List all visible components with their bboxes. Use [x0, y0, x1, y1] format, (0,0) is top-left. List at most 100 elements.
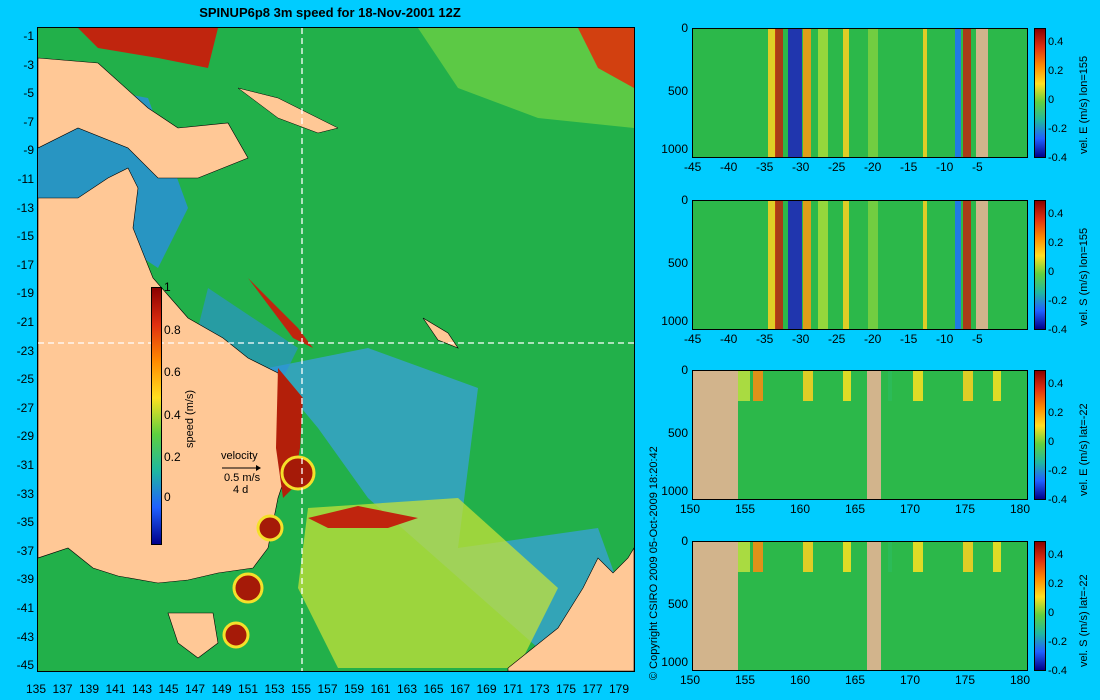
- section-colorbar-tick: 0: [1048, 266, 1055, 278]
- section-x-tick: 150: [680, 502, 701, 516]
- section-band: [738, 371, 750, 401]
- colorbar-tick-0: 0: [164, 490, 171, 504]
- map-x-tick: 173: [529, 682, 550, 696]
- section-colorbar-tick: 0: [1048, 607, 1055, 619]
- section-band: [993, 542, 1001, 572]
- eddy-2: [256, 514, 284, 542]
- map-x-tick: 153: [264, 682, 285, 696]
- section-y-tick: 500: [667, 84, 688, 98]
- section-colorbar-tick: 0: [1048, 436, 1055, 448]
- map-y-tick: -35: [16, 515, 34, 530]
- section-band: [843, 29, 849, 157]
- section-y-tick: 1000: [661, 484, 688, 498]
- map-x-tick: 151: [238, 682, 259, 696]
- section-x-tick: 165: [845, 673, 866, 687]
- map-y-tick: -37: [16, 543, 34, 558]
- section-x-tick: -5: [972, 160, 983, 174]
- section-x-tick: -25: [828, 332, 846, 346]
- section-colorbar-tick: -0.2: [1048, 123, 1067, 135]
- section-colorbar-tick: 0.4: [1048, 549, 1064, 561]
- section-x-tick: 150: [680, 673, 701, 687]
- section-y-tick: 1000: [661, 314, 688, 328]
- tasman-blue-region: [268, 348, 634, 648]
- section-panel-1: [692, 28, 1028, 158]
- map-x-tick: 159: [344, 682, 365, 696]
- section-band: [963, 542, 973, 572]
- map-y-tick: -31: [16, 458, 34, 472]
- section-band: [993, 371, 1001, 401]
- map-y-tick: -3: [23, 57, 34, 72]
- section-x-tick: -35: [756, 332, 774, 346]
- section-band: [888, 371, 892, 401]
- section-colorbar-label: vel. E (m/s) lon=155: [1078, 55, 1090, 154]
- section-band: [955, 29, 961, 157]
- colorbar-tick-0.2: 0.2: [164, 450, 181, 464]
- section-band: [923, 29, 927, 157]
- section-band: [955, 201, 961, 329]
- section-band: [775, 29, 783, 157]
- map-y-tick: -45: [16, 658, 34, 673]
- map-y-tick: -15: [16, 229, 34, 244]
- section-x-tick: 160: [790, 673, 811, 687]
- section-x-tick: -15: [900, 160, 918, 174]
- section-x-tick: -5: [972, 332, 983, 346]
- ne-red-current: [578, 28, 634, 88]
- colorbar-tick-1: 1: [164, 280, 171, 294]
- section-colorbar: [1034, 200, 1046, 330]
- section-x-tick: 155: [735, 673, 756, 687]
- map-x-tick: 157: [317, 682, 338, 696]
- map-y-tick: -21: [16, 315, 34, 329]
- map-x-tick: 135: [26, 682, 47, 696]
- section-y-tick: 0: [681, 21, 688, 35]
- section-colorbar-tick: -0.2: [1048, 465, 1067, 477]
- section-x-tick: 175: [955, 673, 976, 687]
- section-x-tick: 175: [955, 502, 976, 516]
- section-band: [868, 201, 878, 329]
- section-x-tick: -20: [864, 160, 882, 174]
- section-x-tick: 170: [900, 673, 921, 687]
- eddy-1: [280, 455, 316, 491]
- map-y-tick: -9: [23, 143, 34, 158]
- section-colorbar-tick: 0: [1048, 94, 1055, 106]
- section-colorbar-tick: -0.4: [1048, 324, 1067, 336]
- speed-map: 1 0.8 0.6 0.4 0.2 0 speed (m/s) velocity…: [37, 27, 635, 672]
- section-y-tick: 0: [681, 363, 688, 377]
- map-y-tick: -23: [16, 343, 34, 358]
- map-y-tick: -29: [16, 429, 34, 444]
- section-colorbar-tick: 0.2: [1048, 407, 1064, 419]
- speed-map-svg: [38, 28, 634, 671]
- velocity-legend-title: velocity: [221, 450, 258, 462]
- colorbar-tick-0.4: 0.4: [164, 408, 181, 422]
- section-colorbar-tick: -0.4: [1048, 494, 1067, 506]
- section-x-tick: -40: [720, 160, 738, 174]
- map-x-tick: 147: [185, 682, 206, 696]
- section-x-tick: -10: [936, 332, 954, 346]
- section-colorbar-tick: 0.4: [1048, 208, 1064, 220]
- section-x-tick: 165: [845, 502, 866, 516]
- section-band: [913, 542, 923, 572]
- section-colorbar: [1034, 370, 1046, 500]
- section-band: [768, 29, 776, 157]
- map-x-tick: 165: [423, 682, 444, 696]
- section-colorbar-tick: -0.2: [1048, 636, 1067, 648]
- section-y-tick: 0: [681, 534, 688, 548]
- map-x-tick: 175: [556, 682, 577, 696]
- section-y-tick: 0: [681, 193, 688, 207]
- section-band: [803, 371, 813, 401]
- map-x-tick: 179: [609, 682, 630, 696]
- north-green-region: [418, 28, 634, 128]
- north-red-current: [78, 28, 218, 68]
- section-x-tick: -10: [936, 160, 954, 174]
- colorbar-tick-0.8: 0.8: [164, 323, 181, 337]
- map-x-tick: 161: [370, 682, 391, 696]
- section-x-tick: -20: [864, 332, 882, 346]
- section-x-tick: -45: [684, 160, 702, 174]
- chart-title: SPINUP6p8 3m speed for 18-Nov-2001 12Z: [199, 5, 461, 20]
- velocity-arrow-icon: [222, 465, 261, 471]
- section-panel-3: [692, 370, 1028, 500]
- map-y-tick: -7: [23, 114, 34, 129]
- eddy-3: [232, 572, 264, 604]
- map-x-tick: 137: [52, 682, 73, 696]
- map-y-tick: -43: [16, 629, 34, 644]
- section-band: [803, 542, 813, 572]
